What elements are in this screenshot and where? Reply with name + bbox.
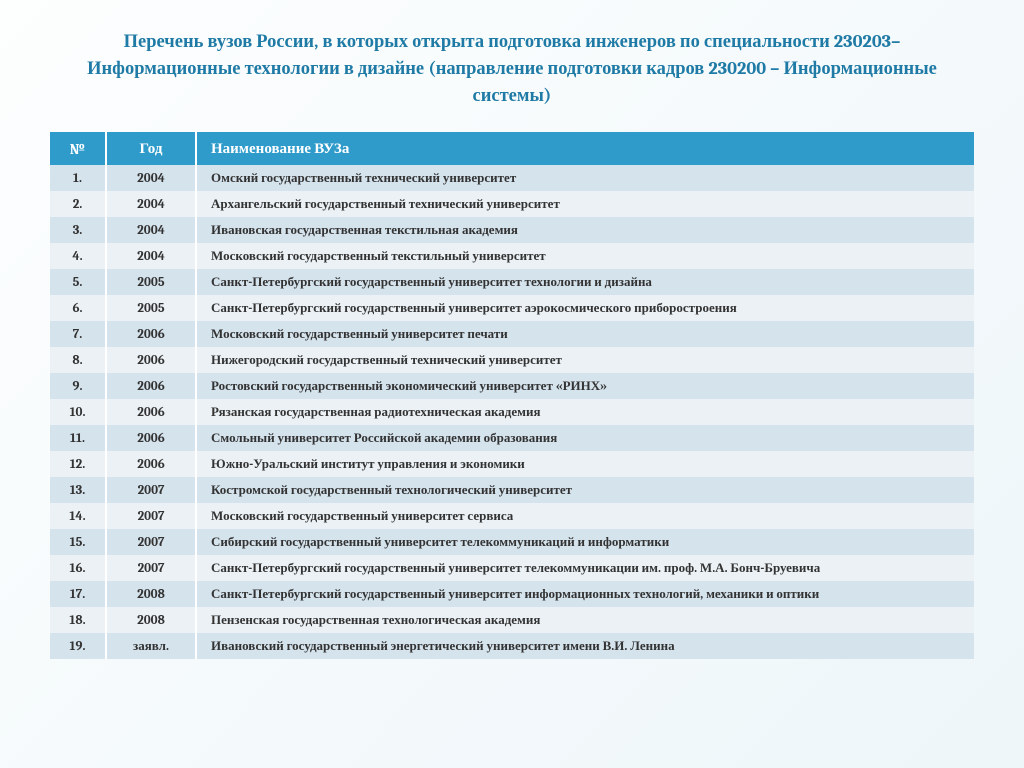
cell-name: Московский государственный текстильный у…: [196, 243, 974, 269]
cell-name: Ивановский государственный энергетически…: [196, 633, 974, 659]
cell-year: 2007: [106, 477, 196, 503]
cell-year: 2008: [106, 607, 196, 633]
cell-num: 3.: [50, 217, 106, 243]
cell-name: Московский государственный университет п…: [196, 321, 974, 347]
table-row: 7.2006Московский государственный универс…: [50, 321, 974, 347]
cell-year: 2005: [106, 269, 196, 295]
cell-year: 2004: [106, 243, 196, 269]
table-row: 2.2004Архангельский государственный техн…: [50, 191, 974, 217]
cell-year: 2007: [106, 529, 196, 555]
cell-year: 2007: [106, 555, 196, 581]
cell-name: Московский государственный университет с…: [196, 503, 974, 529]
cell-num: 18.: [50, 607, 106, 633]
table-body: 1.2004Омский государственный технический…: [50, 165, 974, 659]
table-row: 3.2004Ивановская государственная текстил…: [50, 217, 974, 243]
cell-num: 14.: [50, 503, 106, 529]
table-row: 15.2007Сибирский государственный универс…: [50, 529, 974, 555]
cell-num: 15.: [50, 529, 106, 555]
cell-num: 10.: [50, 399, 106, 425]
table-row: 10.2006Рязанская государственная радиоте…: [50, 399, 974, 425]
cell-name: Рязанская государственная радиотехническ…: [196, 399, 974, 425]
cell-num: 11.: [50, 425, 106, 451]
cell-year: 2006: [106, 373, 196, 399]
cell-name: Южно-Уральский институт управления и эко…: [196, 451, 974, 477]
slide-container: Перечень вузов России, в которых открыта…: [0, 0, 1024, 679]
cell-year: 2004: [106, 191, 196, 217]
cell-name: Нижегородский государственный технически…: [196, 347, 974, 373]
cell-year: заявл.: [106, 633, 196, 659]
cell-num: 13.: [50, 477, 106, 503]
cell-num: 8.: [50, 347, 106, 373]
cell-num: 9.: [50, 373, 106, 399]
cell-num: 12.: [50, 451, 106, 477]
cell-name: Санкт-Петербургский государственный унив…: [196, 269, 974, 295]
header-year: Год: [106, 132, 196, 165]
table-row: 13.2007Костромской государственный техно…: [50, 477, 974, 503]
table-row: 6.2005Санкт-Петербургский государственны…: [50, 295, 974, 321]
table-row: 17.2008Санкт-Петербургский государственн…: [50, 581, 974, 607]
cell-num: 1.: [50, 165, 106, 191]
cell-year: 2006: [106, 425, 196, 451]
cell-num: 5.: [50, 269, 106, 295]
table-row: 8.2006Нижегородский государственный техн…: [50, 347, 974, 373]
cell-year: 2004: [106, 165, 196, 191]
cell-num: 7.: [50, 321, 106, 347]
cell-name: Санкт-Петербургский государственный унив…: [196, 581, 974, 607]
cell-name: Сибирский государственный университет те…: [196, 529, 974, 555]
cell-year: 2004: [106, 217, 196, 243]
cell-name: Архангельский государственный технически…: [196, 191, 974, 217]
cell-year: 2007: [106, 503, 196, 529]
table-row: 5.2005Санкт-Петербургский государственны…: [50, 269, 974, 295]
cell-name: Санкт-Петербургский государственный унив…: [196, 555, 974, 581]
cell-year: 2006: [106, 399, 196, 425]
table-row: 16.2007Санкт-Петербургский государственн…: [50, 555, 974, 581]
cell-name: Ивановская государственная текстильная а…: [196, 217, 974, 243]
cell-num: 17.: [50, 581, 106, 607]
cell-year: 2005: [106, 295, 196, 321]
cell-year: 2008: [106, 581, 196, 607]
cell-num: 16.: [50, 555, 106, 581]
table-row: 14.2007Московский государственный универ…: [50, 503, 974, 529]
table-row: 1.2004Омский государственный технический…: [50, 165, 974, 191]
cell-name: Пензенская государственная технологическ…: [196, 607, 974, 633]
cell-name: Ростовский государственный экономический…: [196, 373, 974, 399]
cell-num: 19.: [50, 633, 106, 659]
cell-name: Костромской государственный технологичес…: [196, 477, 974, 503]
cell-name: Смольный университет Российской академии…: [196, 425, 974, 451]
cell-name: Санкт-Петербургский государственный унив…: [196, 295, 974, 321]
table-row: 19.заявл.Ивановский государственный энер…: [50, 633, 974, 659]
slide-title: Перечень вузов России, в которых открыта…: [50, 28, 974, 108]
table-header-row: № Год Наименование ВУЗа: [50, 132, 974, 165]
header-name: Наименование ВУЗа: [196, 132, 974, 165]
cell-num: 2.: [50, 191, 106, 217]
cell-year: 2006: [106, 451, 196, 477]
table-row: 12.2006Южно-Уральский институт управлени…: [50, 451, 974, 477]
table-row: 11.2006Смольный университет Российской а…: [50, 425, 974, 451]
table-row: 18.2008Пензенская государственная технол…: [50, 607, 974, 633]
table-row: 4.2004Московский государственный текстил…: [50, 243, 974, 269]
cell-name: Омский государственный технический униве…: [196, 165, 974, 191]
header-num: №: [50, 132, 106, 165]
cell-year: 2006: [106, 321, 196, 347]
universities-table: № Год Наименование ВУЗа 1.2004Омский гос…: [50, 132, 974, 659]
cell-year: 2006: [106, 347, 196, 373]
cell-num: 6.: [50, 295, 106, 321]
cell-num: 4.: [50, 243, 106, 269]
table-row: 9.2006Ростовский государственный экономи…: [50, 373, 974, 399]
